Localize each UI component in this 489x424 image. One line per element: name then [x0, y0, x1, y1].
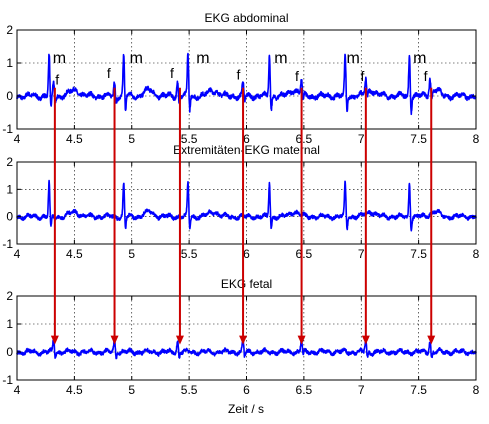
x-tick-label: 7 — [358, 383, 365, 397]
fetal-arrow-head — [50, 335, 59, 345]
fetal-peak-label: f — [107, 65, 111, 81]
panel-title: Extremitäten-EKG maternal — [173, 143, 320, 157]
x-tick-label: 5 — [128, 132, 135, 146]
y-tick-label: 0 — [6, 345, 13, 359]
panel-2: Extremitäten-EKG maternal 4 4.5 5 5.5 6 6.5 7 7.… — [2, 143, 479, 261]
fetal-peak-label: f — [295, 68, 299, 84]
fetal-peak-label: f — [55, 71, 59, 87]
x-tick-label: 4.5 — [66, 132, 83, 146]
y-tick-label: 2 — [6, 23, 13, 37]
x-tick-label: 6.5 — [296, 247, 313, 261]
maternal-peak-label: m — [53, 50, 66, 67]
x-axis-label: Zeit / s — [228, 402, 264, 416]
x-tick-label: 4.5 — [66, 247, 83, 261]
x-tick-label: 4 — [14, 132, 21, 146]
x-tick-label: 6.5 — [296, 132, 313, 146]
x-tick-label: 5 — [128, 247, 135, 261]
maternal-peak-label: m — [274, 50, 287, 67]
x-tick-label: 7.5 — [410, 132, 427, 146]
x-tick-label: 5.5 — [181, 247, 198, 261]
x-tick-label: 5.5 — [181, 132, 198, 146]
x-tick-label: 4 — [14, 383, 21, 397]
fetal-peak-label: f — [424, 68, 428, 84]
fetal-arrow-head — [427, 335, 436, 345]
x-tick-label: 7.5 — [410, 383, 427, 397]
x-tick-label: 6 — [243, 132, 250, 146]
x-tick-label: 6.5 — [296, 383, 313, 397]
ekg-series-line — [16, 338, 477, 360]
maternal-peak-label: m — [196, 50, 209, 67]
y-tick-label: 2 — [6, 289, 13, 303]
fetal-arrow-head — [239, 335, 248, 345]
y-tick-label: -1 — [2, 237, 13, 251]
x-tick-label: 8 — [473, 383, 480, 397]
x-tick-label: 7.5 — [410, 247, 427, 261]
y-tick-label: -1 — [2, 373, 13, 387]
maternal-peak-label: m — [347, 50, 360, 67]
fetal-peak-label: f — [237, 67, 241, 83]
y-tick-label: 1 — [6, 182, 13, 196]
panel-title: EKG abdominal — [204, 11, 288, 25]
y-tick-label: 1 — [6, 56, 13, 70]
panel-3: EKG fetal 4 4.5 5 5.5 6 6.5 7 7.5 8 -1 0 1 2 — [2, 277, 479, 397]
fetal-arrow-head — [175, 335, 184, 345]
panel-title: EKG fetal — [221, 277, 272, 291]
x-tick-label: 7 — [358, 247, 365, 261]
x-tick-label: 8 — [473, 132, 480, 146]
x-tick-label: 4.5 — [66, 383, 83, 397]
y-tick-label: 0 — [6, 89, 13, 103]
fetal-peak-label: f — [360, 68, 364, 84]
ekg-series-line — [16, 52, 477, 116]
peak-correspondence-arrows — [50, 87, 436, 345]
x-tick-label: 7 — [358, 132, 365, 146]
x-tick-label: 6 — [243, 247, 250, 261]
x-tick-label: 6 — [243, 383, 250, 397]
x-tick-label: 8 — [473, 247, 480, 261]
x-tick-label: 5.5 — [181, 383, 198, 397]
ekg-series-line — [16, 179, 477, 232]
fetal-arrow-head — [361, 335, 370, 345]
x-tick-label: 5 — [128, 383, 135, 397]
y-tick-label: -1 — [2, 122, 13, 136]
maternal-peak-label: m — [413, 50, 426, 67]
panel-1: EKG abdominal 4 4.5 5 5.5 6 6.5 7 7.5 8 -1 0 1 2 m m m m m… — [2, 11, 479, 146]
y-tick-label: 1 — [6, 317, 13, 331]
fetal-peak-label: f — [170, 65, 174, 81]
y-tick-label: 2 — [6, 155, 13, 169]
maternal-peak-label: m — [130, 50, 143, 67]
fetal-arrow-head — [297, 335, 306, 345]
x-tick-label: 4 — [14, 247, 21, 261]
fetal-arrow-head — [110, 335, 119, 345]
y-tick-label: 0 — [6, 210, 13, 224]
